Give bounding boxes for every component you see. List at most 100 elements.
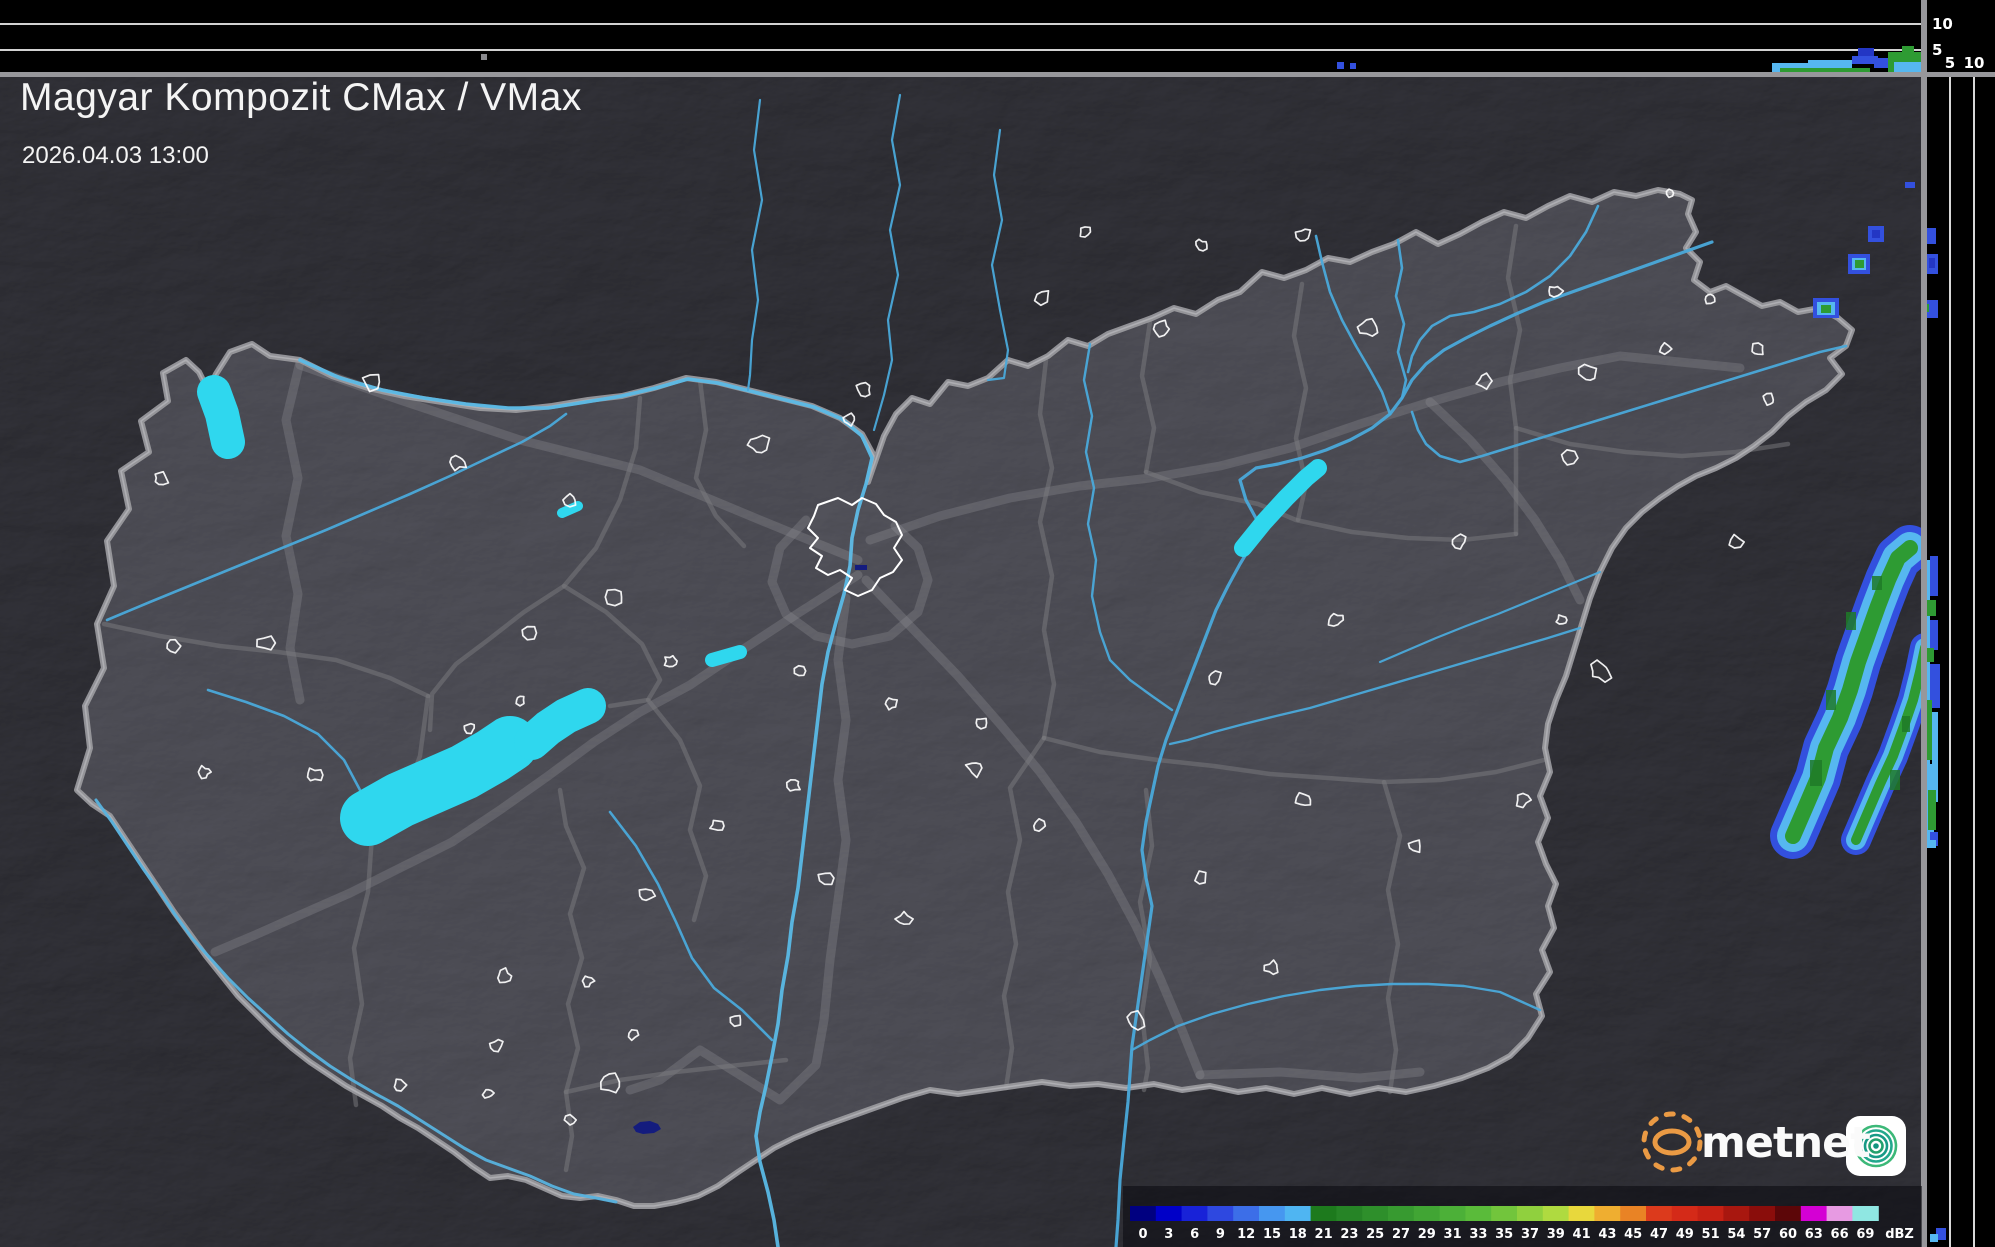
city-outline [964,762,983,779]
city-outline [562,492,577,508]
radar-echo-spot [1872,230,1880,238]
city-outline [1356,317,1379,337]
product-timestamp: 2026.04.03 13:00 [22,142,209,169]
city-outline [599,1072,621,1094]
colorbar-segment [1697,1206,1724,1221]
colorbar-value-label: 6 [1190,1227,1199,1242]
right-panel-echo [1930,832,1938,846]
county-border-line [645,697,709,923]
city-outline [1033,289,1050,307]
right-panel-echo [1929,258,1935,268]
city-outline [1555,614,1568,625]
colorbar-value-label: 21 [1315,1227,1333,1242]
colorbar-value-label: 3 [1164,1227,1173,1242]
city-outline [1032,817,1047,833]
city-outline [1195,238,1208,252]
city-outline [515,695,525,707]
right-panel-echo [1924,700,1932,760]
metnet-sun-icon [1641,1111,1703,1173]
motorway-line [865,351,1745,545]
city-outline [817,872,835,886]
colorbar-segment [1413,1206,1441,1221]
colorbar-value-label: 63 [1805,1227,1823,1242]
river-line [94,798,618,1204]
river-line [1378,570,1602,664]
colorbar-value-label: 23 [1340,1227,1358,1242]
county-border-line [1001,735,1047,1091]
radar-echo-core [1826,690,1836,710]
colorbar-segment [1826,1206,1853,1221]
city-outline [884,697,899,711]
river-line [206,688,362,792]
river-line [1314,234,1392,416]
right-panel-echo [1928,790,1936,830]
river-line [1406,204,1600,374]
city-outline [521,625,538,641]
colorbar-segment [1749,1206,1776,1221]
colorbar-segment [1800,1206,1828,1221]
city-outline [604,588,623,607]
top-panel-echo [1780,68,1870,73]
radar-echo-weak-blob [633,1121,661,1134]
top-panel-echo [1772,63,1808,72]
city-outline [1079,226,1092,238]
county-border-line [1139,319,1157,475]
river-line [608,810,774,1042]
county-border-line [427,395,643,733]
county-border-line [1037,357,1057,741]
colorbar-segment [1181,1206,1208,1221]
motorway-line [1425,397,1585,605]
city-outline [1590,659,1613,684]
colorbar-value-label: 54 [1727,1227,1745,1242]
metnet-logo [1641,1111,1906,1176]
city-outline [627,1028,640,1042]
city-outline [393,1078,408,1092]
city-outline [1263,959,1279,976]
right-panel-echo [1926,648,1934,662]
colorbar-value-label: 27 [1392,1227,1410,1242]
radar-echo-core [1902,716,1910,732]
city-outline [481,1088,495,1099]
reflectivity-colorbar: 0 3 6 9 12 15 18 21 23 25 27 29 31 33 35 37 39 41 43 45 47 49… [1123,1186,1922,1247]
county-border-line [101,621,431,699]
city-outline [663,654,678,668]
river-line [298,358,874,1247]
colorbar-value-label: 9 [1216,1227,1225,1242]
metnet-wordmark: metnet [1701,1118,1871,1168]
colorbar-segment [1284,1206,1312,1221]
county-border-line [1041,735,1547,785]
top-panel-height-label: 10 [1932,15,1953,33]
river-line [1130,982,1542,1052]
radar-echo-core [1810,760,1822,786]
city-outline [488,1038,504,1053]
right-panel-height-label: 10 [1964,54,1985,72]
city-outline [975,717,988,730]
city-outline [1327,612,1345,627]
motorway-line [861,575,1205,1080]
colorbar-segment [1646,1206,1673,1221]
top-panel-echo [1337,62,1344,69]
county-border-line [693,377,747,549]
county-border-line [1381,779,1403,1095]
right-panel-echo [1930,620,1938,650]
colorbar-value-label: 49 [1676,1227,1694,1242]
city-outline [197,764,213,780]
colorbar-segment [1388,1206,1415,1221]
river-line [872,93,902,432]
city-outline [1475,372,1493,391]
city-outline [1751,342,1764,356]
colorbar-segment [1594,1206,1621,1221]
right-panel-echo [1930,664,1940,708]
colorbar-segment [1207,1206,1234,1221]
colorbar-value-label: 31 [1444,1227,1462,1242]
top-panel-echo [1902,46,1914,54]
colorbar-value-label: 41 [1573,1227,1591,1242]
colorbar-value-label: 33 [1469,1227,1487,1242]
radar-echo-core [1846,612,1856,630]
lake [705,645,747,667]
county-border-line [557,787,587,1173]
radar-echo-core [1890,770,1900,790]
outside-country-shade [0,77,1922,1247]
